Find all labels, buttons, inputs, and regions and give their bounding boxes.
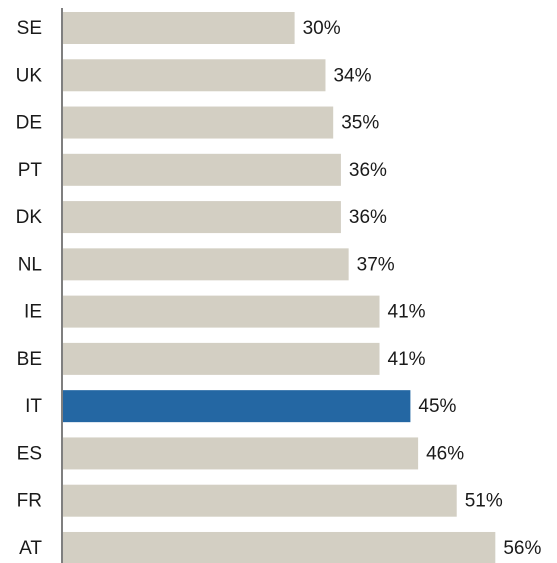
bar (63, 295, 380, 328)
category-label: AT (19, 538, 42, 559)
category-label: DE (16, 113, 42, 134)
value-label: 46% (426, 443, 464, 464)
bar (63, 484, 457, 517)
value-label: 56% (503, 538, 541, 559)
value-label: 35% (341, 113, 379, 134)
value-label: 41% (388, 302, 426, 323)
category-label: NL (18, 254, 42, 275)
category-label: UK (16, 65, 43, 86)
value-label: 51% (465, 491, 503, 512)
category-label: FR (17, 491, 42, 512)
category-label: BE (17, 349, 42, 370)
value-label: 34% (333, 65, 371, 86)
bar (63, 437, 419, 470)
bar (63, 342, 380, 375)
category-label: ES (17, 443, 42, 464)
category-label: SE (17, 18, 42, 39)
bar (63, 248, 349, 281)
bar (63, 59, 326, 92)
category-label: IT (25, 396, 42, 417)
bar (63, 153, 341, 186)
value-label: 36% (349, 207, 387, 228)
bar (63, 531, 496, 563)
bar (63, 12, 295, 44)
value-label: 45% (418, 396, 456, 417)
bar (63, 201, 341, 234)
value-label: 30% (303, 18, 341, 39)
category-label: IE (24, 302, 42, 323)
value-label: 41% (388, 349, 426, 370)
category-label: DK (16, 207, 43, 228)
value-label: 37% (357, 254, 395, 275)
bar (63, 106, 334, 139)
category-label: PT (18, 160, 43, 181)
bar (63, 390, 411, 423)
value-label: 36% (349, 160, 387, 181)
